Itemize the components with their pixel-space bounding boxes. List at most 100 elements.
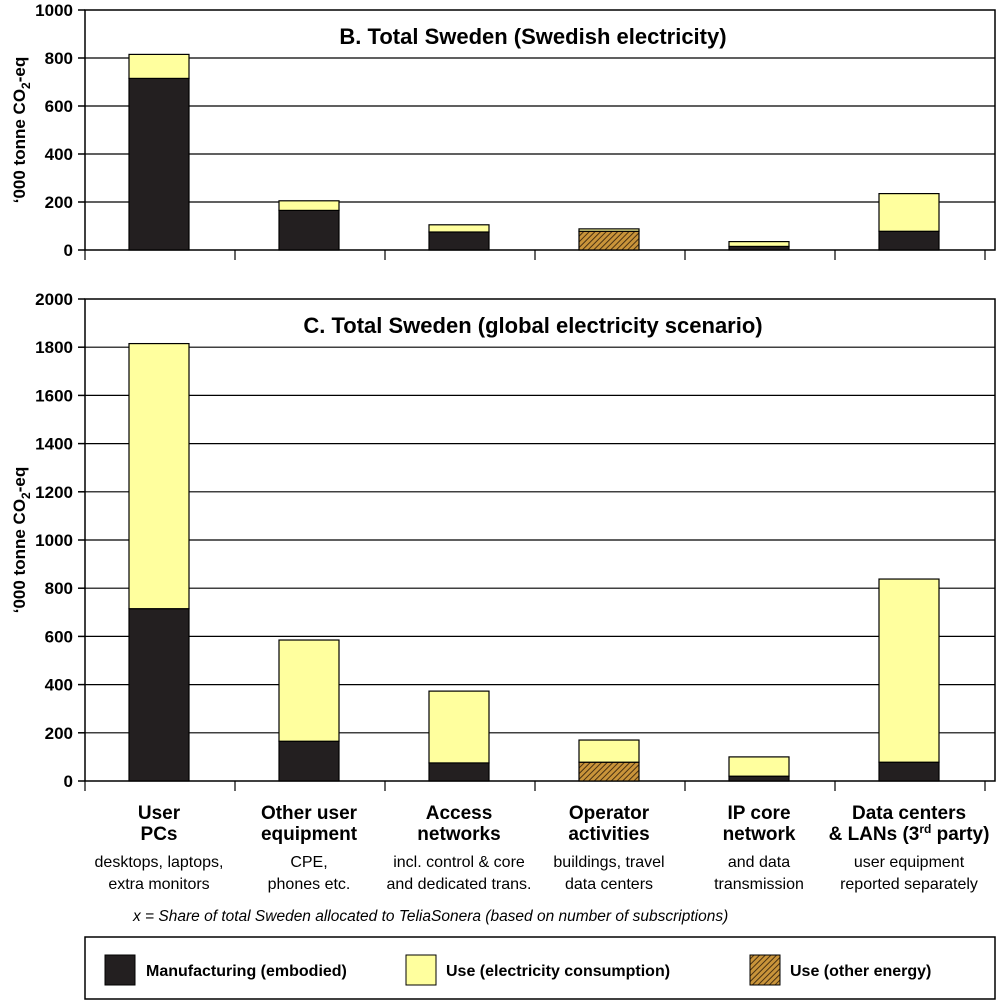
bar-segment-use-electricity: [728, 756, 790, 777]
footnote: x = Share of total Sweden allocated to T…: [132, 908, 728, 925]
panel-c-gridlines: [85, 346, 995, 734]
bar-segment-manufacturing: [878, 230, 940, 251]
bar-segment-use-electricity: [578, 228, 640, 232]
legend-label-manufacturing: Manufacturing (embodied): [146, 963, 347, 980]
panel-b-y-axis-label-tail: -eq: [10, 57, 29, 83]
y-tick-label: 400: [45, 676, 73, 695]
panel-c-y-axis-label-sub: 2: [19, 492, 33, 499]
legend-item-use-electricity: Use (electricity consumption): [405, 954, 670, 986]
legend-item-use-other-energy: Use (other energy): [749, 954, 931, 986]
bar-segment-manufacturing: [278, 209, 340, 251]
legend-label-use-electricity: Use (electricity consumption): [446, 963, 670, 980]
panel-b-y-ticks: 0 200 400 600 800 1000: [35, 1, 986, 260]
category-5-line2-main: & LANs (3: [829, 824, 920, 845]
category-0-line1: User: [138, 803, 181, 824]
category-5-sub1: user equipment: [854, 854, 965, 871]
category-1-line2: equipment: [261, 824, 358, 845]
bar-segment-use-other: [578, 230, 640, 251]
bar-segment-use-electricity: [578, 739, 640, 763]
panel-b-title: B. Total Sweden (Swedish electricity): [339, 24, 726, 49]
category-label-user-pcs: User PCs desktops, laptops, extra monito…: [95, 803, 224, 893]
category-5-line1: Data centers: [852, 803, 966, 824]
category-2-line1: Access: [426, 803, 493, 824]
category-5-sub2: reported separately: [840, 876, 978, 893]
bar-segment-use-electricity: [278, 639, 340, 742]
legend-frame: [84, 936, 996, 1000]
y-tick-label: 1800: [35, 338, 73, 357]
panel-c-y-ticks: 0 200 400 600 800 1000 1200 1400 1600 1800 2000: [35, 290, 986, 791]
category-label-access-networks: Access networks incl. control & core and…: [387, 803, 532, 893]
bar-segment-use-electricity: [878, 193, 940, 232]
bar-segment-manufacturing: [428, 231, 490, 251]
y-tick-label: 400: [45, 145, 73, 164]
category-label-operator-activities: Operator activities buildings, travel da…: [553, 803, 664, 893]
bar-segment-use-electricity: [278, 200, 340, 212]
y-tick-label: 1600: [35, 386, 73, 405]
y-tick-label: 1200: [35, 483, 73, 502]
y-tick-label: 200: [45, 724, 73, 743]
category-label-ip-core-network: IP core network and data transmission: [714, 803, 804, 893]
panel-b-title-background: [300, 19, 766, 53]
bar-segment-use-electricity: [878, 578, 940, 763]
category-3-sub2: data centers: [565, 876, 653, 893]
category-0-sub2: extra monitors: [108, 876, 209, 893]
y-tick-label: 0: [64, 241, 73, 260]
category-2-sub2: and dedicated trans.: [387, 876, 532, 893]
legend: Manufacturing (embodied) Use (electricit…: [84, 936, 996, 1000]
panel-b-y-axis-label-main: ‘000 tonne CO: [10, 89, 29, 203]
panel-c-title-background: [268, 308, 798, 342]
category-label-other-user-equipment: Other user equipment CPE, phones etc.: [261, 803, 358, 893]
bar-segment-manufacturing: [428, 762, 490, 782]
category-1-line1: Other user: [261, 803, 358, 824]
bar-segment-use-electricity: [428, 690, 490, 764]
category-1-sub2: phones etc.: [268, 876, 351, 893]
category-3-line2: activities: [568, 824, 649, 845]
category-2-line2: networks: [417, 824, 500, 845]
panel-c-bars: [128, 342, 940, 782]
panel-c-y-axis-label-main: ‘000 tonne CO: [10, 499, 29, 613]
category-5-line2: & LANs (3rd party): [829, 822, 990, 845]
legend-swatch-use-electricity: [405, 954, 437, 986]
panel-c-y-axis-label: ‘000 tonne CO2-eq: [10, 467, 33, 614]
bar-segment-manufacturing: [128, 608, 190, 782]
panel-b-bars: [128, 53, 940, 251]
category-4-sub2: transmission: [714, 876, 804, 893]
category-5-line2-sup: rd: [919, 822, 931, 836]
panel-c-y-axis-label-tail: -eq: [10, 467, 29, 493]
y-tick-label: 600: [45, 97, 73, 116]
category-4-line2: network: [723, 824, 796, 845]
y-tick-label: 1000: [35, 531, 73, 550]
panel-b-gridlines: [85, 57, 995, 203]
panel-b-y-axis-label-sub: 2: [19, 82, 33, 89]
y-tick-label: 1000: [35, 1, 73, 20]
y-tick-label: 800: [45, 49, 73, 68]
bar-segment-manufacturing: [278, 740, 340, 782]
chart-panel-b: 0 200 400 600 800 1000 B. Total Sweden (Swedi…: [10, 1, 996, 260]
bar-segment-use-electricity: [728, 241, 790, 248]
category-5-line2-tail: party): [931, 824, 989, 845]
category-1-sub1: CPE,: [290, 854, 327, 871]
category-labels: User PCs desktops, laptops, extra monito…: [95, 803, 990, 893]
category-label-data-centers: Data centers & LANs (3rd party) user equ…: [829, 803, 990, 893]
y-tick-label: 2000: [35, 290, 73, 309]
bar-segment-manufacturing: [128, 77, 190, 251]
legend-swatch-use-other-energy: [749, 954, 781, 986]
category-4-line1: IP core: [727, 803, 790, 824]
category-0-line2: PCs: [141, 824, 178, 845]
category-0-sub1: desktops, laptops,: [95, 854, 224, 871]
y-tick-label: 600: [45, 627, 73, 646]
chart-panel-c: 0 200 400 600 800 1000 1200 1400 1600 1800 2000 C.…: [10, 290, 996, 791]
bar-segment-manufacturing: [728, 775, 790, 782]
category-3-line1: Operator: [569, 803, 650, 824]
legend-swatch-manufacturing: [104, 954, 136, 986]
panel-b-y-axis-label: ‘000 tonne CO2-eq: [10, 57, 33, 204]
y-tick-label: 800: [45, 579, 73, 598]
category-4-sub1: and data: [728, 854, 790, 871]
bar-segment-use-other: [578, 761, 640, 782]
legend-item-manufacturing: Manufacturing (embodied): [104, 954, 347, 986]
panel-c-title: C. Total Sweden (global electricity scen…: [303, 313, 762, 338]
bar-segment-use-electricity: [428, 224, 490, 233]
y-tick-label: 1400: [35, 435, 73, 454]
y-tick-label: 200: [45, 193, 73, 212]
